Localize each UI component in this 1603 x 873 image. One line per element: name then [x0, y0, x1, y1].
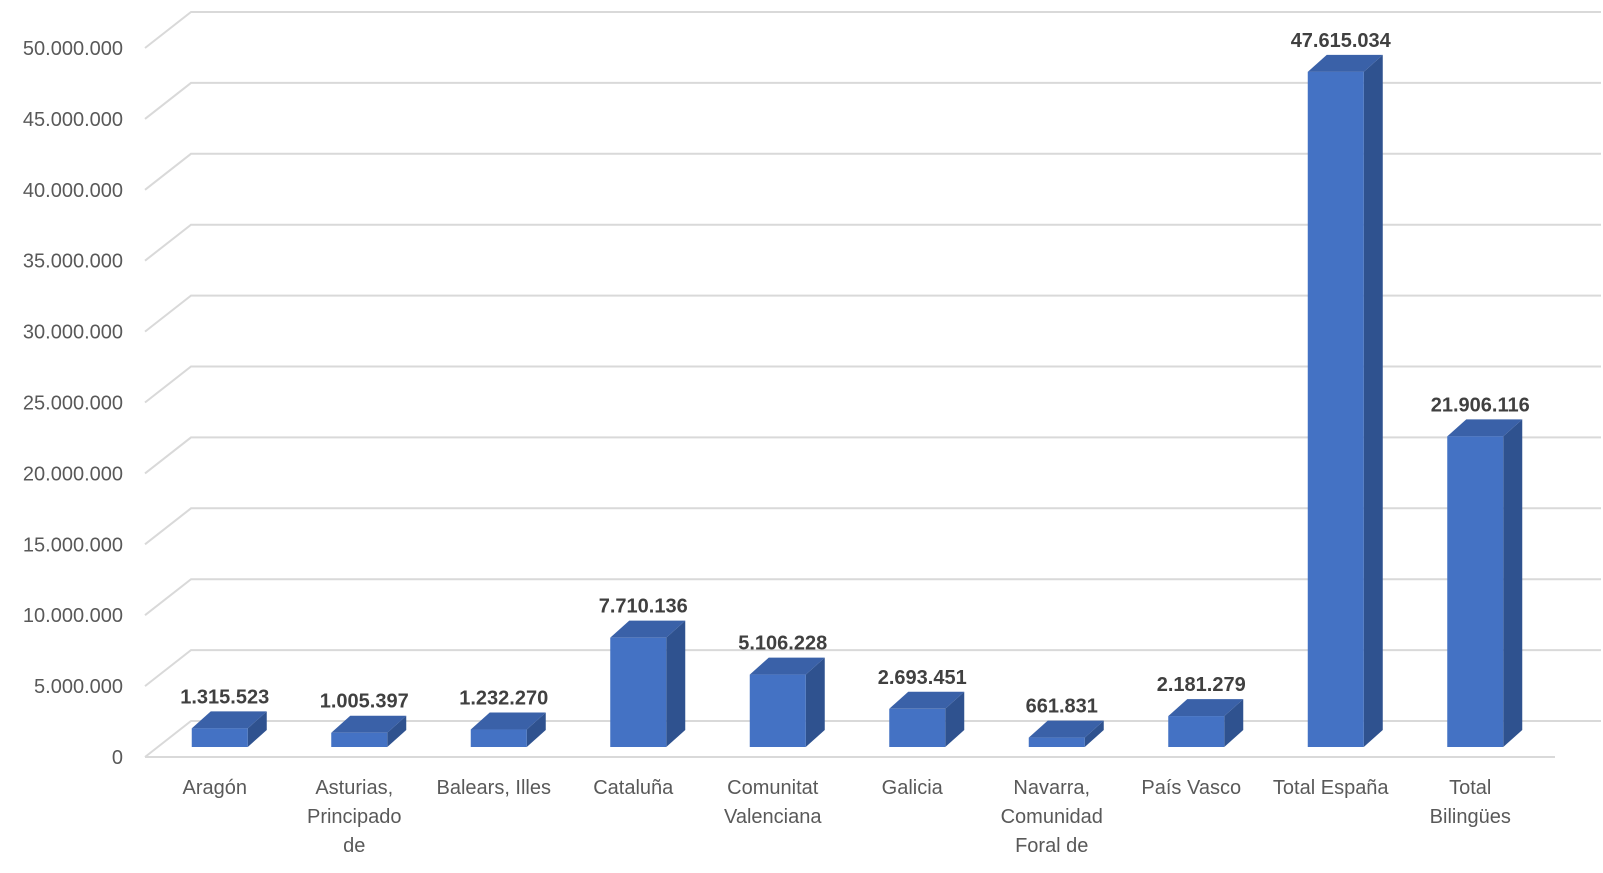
bar-side	[1363, 54, 1383, 747]
bar-top	[889, 691, 965, 709]
gridline	[144, 720, 1601, 758]
bar-front	[1307, 71, 1364, 747]
bar-front	[191, 728, 248, 747]
bar-side	[247, 711, 267, 747]
bar-top	[470, 712, 546, 730]
bar-front	[610, 637, 667, 747]
bar-side	[805, 657, 825, 747]
bar	[1168, 699, 1244, 747]
gridline	[144, 578, 1601, 616]
bar-top	[1307, 54, 1383, 72]
gridline	[144, 152, 1601, 191]
bar-front	[470, 729, 527, 747]
bar-top	[191, 711, 267, 729]
bar-front	[749, 674, 806, 747]
bar	[1028, 720, 1104, 747]
bar-front	[1168, 716, 1225, 747]
bar-front	[1028, 737, 1085, 747]
bar-side	[945, 691, 965, 747]
gridlines	[144, 11, 1601, 758]
x-category-label: Total Bilingües	[1430, 777, 1511, 828]
bar-top	[331, 715, 407, 733]
bar-top	[1028, 720, 1104, 738]
x-category-label: Navarra, Comunidad Foral de	[1001, 777, 1103, 857]
x-category-label: País Vasco	[1141, 777, 1241, 799]
x-category-label: Total España	[1273, 777, 1390, 799]
gridline	[144, 11, 1601, 49]
gridline	[144, 649, 1601, 687]
bar-side	[1224, 699, 1244, 747]
data-label: 1.005.397	[320, 691, 409, 713]
data-label: 2.181.279	[1157, 674, 1246, 696]
x-category-label: Galicia	[882, 777, 944, 799]
y-tick-label: 20.000.000	[23, 463, 123, 485]
bar-top	[749, 657, 825, 675]
y-axis-tick-labels: 0 5.000.000 10.000.000 15.000.000 20.000.000…	[23, 38, 123, 769]
y-tick-label: 45.000.000	[23, 109, 123, 131]
bar-top	[1447, 419, 1523, 437]
data-label: 5.106.228	[738, 633, 827, 655]
gridline	[144, 365, 1601, 404]
bar	[1307, 54, 1383, 747]
y-tick-label: 15.000.000	[23, 534, 123, 556]
bar	[610, 620, 686, 747]
bar-front	[331, 732, 388, 747]
y-tick-label: 30.000.000	[23, 322, 123, 344]
gridline	[144, 294, 1601, 333]
data-label: 21.906.116	[1431, 394, 1530, 416]
gridline	[144, 81, 1601, 120]
bar-front	[889, 708, 946, 747]
bar	[191, 711, 267, 747]
data-label: 2.693.451	[878, 667, 967, 689]
bar	[749, 657, 825, 747]
bar	[470, 712, 546, 747]
data-label: 1.315.523	[180, 686, 269, 708]
bar-side	[387, 715, 407, 747]
y-tick-label: 10.000.000	[23, 605, 123, 627]
data-label: 7.710.136	[599, 596, 688, 618]
x-category-label: Balears, Illes	[437, 777, 552, 799]
bar-side	[666, 620, 686, 747]
x-category-label: Cataluña	[593, 777, 674, 799]
data-label: 661.831	[1026, 696, 1098, 718]
y-tick-label: 35.000.000	[23, 251, 123, 273]
bar	[1447, 419, 1523, 747]
y-tick-label: 25.000.000	[23, 393, 123, 415]
gridline	[144, 436, 1601, 475]
y-tick-label: 0	[112, 747, 123, 769]
y-tick-label: 5.000.000	[34, 676, 123, 698]
bar-top	[1168, 699, 1244, 717]
bar-side	[1503, 419, 1523, 747]
bar-front	[1447, 436, 1504, 747]
x-category-label: Aragón	[183, 777, 248, 799]
bar-top	[610, 620, 686, 638]
x-category-label: Asturias, Principado de	[307, 777, 402, 857]
bar-side	[1084, 720, 1104, 747]
x-category-label: Comunitat Valenciana	[724, 777, 822, 828]
bar	[889, 691, 965, 747]
y-tick-label: 40.000.000	[23, 180, 123, 202]
data-label: 47.615.034	[1291, 30, 1392, 52]
y-tick-label: 50.000.000	[23, 38, 123, 60]
data-labels: 1.315.523 1.005.397 1.232.270 7.710.136 5.10…	[180, 30, 1529, 718]
bar-side	[526, 712, 546, 747]
gridline	[144, 223, 1601, 262]
bars	[191, 54, 1523, 747]
data-label: 1.232.270	[459, 688, 548, 710]
gridline	[144, 507, 1601, 546]
bar	[331, 715, 407, 747]
x-axis-category-labels: Aragón Asturias, Principado de Balears, Ille…	[183, 777, 1511, 857]
